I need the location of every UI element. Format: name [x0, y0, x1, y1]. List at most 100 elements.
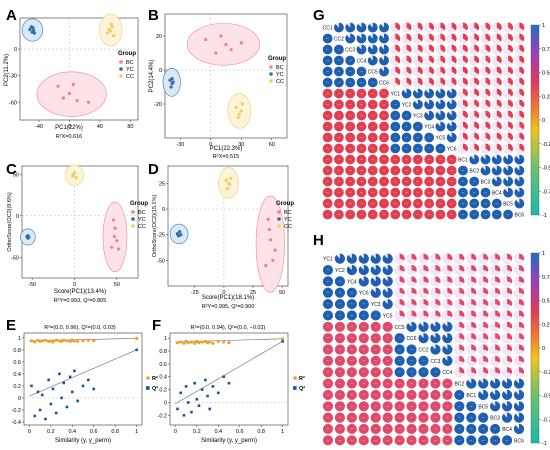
q2-point: [30, 384, 33, 388]
heat-sig: ***: [371, 116, 374, 118]
r2-point: [182, 341, 186, 345]
heat-cell-pie: [519, 287, 525, 295]
heat-cell-pie: [502, 401, 513, 412]
r2-point: [179, 340, 183, 344]
heat-cell-lower: [334, 121, 344, 132]
panel-letter-f: F: [152, 317, 161, 334]
heat-sig: ***: [339, 350, 342, 352]
heat-cell-pie: [367, 44, 378, 55]
q2-point: [73, 369, 76, 373]
heat-cell-lower: [322, 209, 333, 220]
heat-cell-lower: [490, 435, 501, 446]
q2-point: [184, 385, 188, 388]
heat-sig: ***: [450, 171, 453, 173]
heat-diag-label: BC6: [514, 438, 524, 444]
heat-sig: ***: [405, 116, 408, 118]
heat-sig: ***: [450, 160, 453, 162]
heatmap-h: YC1 *** YC2 *** *** YC4 *** *** *** YC6 *** *** *** *…: [322, 253, 525, 446]
heat-cell-pie: [490, 401, 501, 412]
legend-swatch: [131, 210, 135, 214]
xlabel-c: Score(PC1)(13.4%): [54, 289, 106, 295]
heat-sig: ***: [398, 350, 401, 352]
heat-sig: ***: [349, 160, 352, 162]
heat-sig: ***: [417, 127, 420, 129]
q2-point: [195, 397, 199, 401]
heat-cell-lower: [458, 187, 468, 198]
heat-cell-lower: [334, 344, 345, 355]
heat-sig: ***: [422, 395, 425, 397]
heat-cell-lower: [334, 154, 344, 165]
heat-cell-pie: [471, 264, 477, 272]
heat-sig: ***: [386, 440, 389, 442]
sample-point: [111, 218, 116, 222]
heat-cell-pie: [491, 154, 502, 165]
xlabel-a: PC1(22%): [55, 125, 83, 131]
heat-cell-lower: [345, 88, 356, 99]
heat-cell-lower: [356, 99, 367, 110]
heat-cell-lower: [446, 154, 457, 165]
heat-cell-pie: [508, 99, 513, 108]
heat-cell-pie: [507, 333, 513, 340]
sample-point: [224, 178, 228, 182]
heat-cell-lower: [394, 412, 405, 423]
heat-cell-pie: [507, 310, 513, 318]
heat-sig: ***: [394, 204, 397, 206]
heat-cell-pie: [447, 287, 453, 295]
legend-swatch: [269, 79, 273, 83]
legend-label: R²: [152, 375, 158, 382]
sample-point: [112, 34, 116, 38]
heat-cell-pie: [503, 165, 513, 176]
heat-cell-lower: [382, 401, 393, 412]
heat-sig: ***: [405, 182, 408, 184]
heat-cell-lower: [430, 412, 441, 423]
heat-cell-lower: [435, 176, 446, 187]
colorbar-gradient: [530, 24, 540, 216]
heat-cell-lower: [435, 143, 446, 154]
heat-sig: ***: [338, 61, 341, 63]
heat-sig: ***: [327, 270, 330, 272]
heat-cell-pie: [406, 33, 412, 42]
plot-c: -50 0 50 50 0 -50: [11, 164, 139, 288]
heat-cell-pie: [411, 299, 417, 306]
heat-cell-pie: [491, 165, 502, 176]
y-tick-label: 50: [13, 172, 19, 178]
colorbar-g: 1 0.75 0.5 0.25 0 -0.25 -0.5 -0.75 -1: [530, 23, 550, 219]
heat-cell-lower: [356, 110, 367, 121]
heat-cell-pie: [496, 77, 502, 86]
heat-sig: ***: [398, 406, 401, 408]
heat-sig: ***: [338, 193, 341, 195]
heat-cell-pie: [399, 276, 405, 283]
heat-cell-pie: [519, 44, 525, 53]
heat-cell-pie: [502, 389, 513, 400]
y-tick-label: 0: [16, 214, 19, 220]
heat-cell-pie: [519, 33, 525, 42]
heat-cell-lower: [390, 99, 401, 110]
heat-sig: ***: [351, 406, 354, 408]
heat-sig: ***: [417, 149, 420, 151]
heat-sig: ***: [349, 193, 352, 195]
heat-sig: ***: [338, 105, 341, 107]
heat-cell-pie: [483, 287, 489, 295]
heat-cell-lower: [358, 378, 369, 389]
heat-cell-lower: [346, 435, 357, 446]
heat-cell-pie: [406, 44, 412, 53]
heat-cell-lower: [334, 44, 344, 55]
heat-cell-lower: [406, 423, 417, 435]
heat-cell-lower: [334, 66, 344, 77]
heat-cell-pie: [435, 276, 441, 283]
heat-cell-pie: [451, 55, 457, 64]
q2-point: [81, 384, 85, 388]
heat-cell-pie: [471, 333, 477, 340]
heat-sig: ***: [386, 384, 389, 386]
heat-cell-lower: [424, 154, 435, 165]
heat-sig: ***: [339, 440, 342, 442]
heat-sig: ***: [462, 193, 465, 195]
heat-cell-pie: [459, 276, 465, 283]
heat-sig: ***: [386, 429, 389, 431]
heat-cell-pie: [358, 264, 369, 276]
heat-cell-pie: [519, 355, 525, 363]
heat-cell-lower: [367, 99, 378, 110]
heat-cell-pie: [491, 176, 502, 187]
heat-cell-pie: [411, 287, 417, 295]
